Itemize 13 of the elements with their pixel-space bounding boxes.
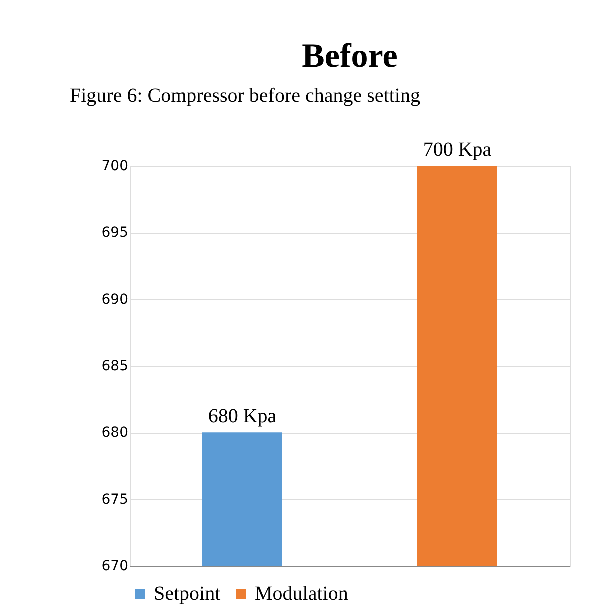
y-tick-label: 695 — [102, 225, 128, 242]
data-label: 680 Kpa — [208, 406, 277, 428]
y-tick-label: 690 — [102, 292, 128, 308]
y-tick-label: 670 — [102, 558, 128, 574]
y-tick-label: 685 — [102, 358, 128, 374]
y-tick-label: 700 — [102, 158, 128, 174]
y-tick-label: 680 — [102, 425, 128, 442]
legend-label: Modulation — [255, 583, 348, 605]
legend-label: Setpoint — [154, 583, 222, 605]
chart-title: Before — [302, 38, 398, 75]
data-label: 700 Kpa — [423, 139, 492, 161]
caption: Figure 6: Compressor before change setting — [70, 85, 420, 107]
y-tick-label: 675 — [102, 492, 128, 508]
